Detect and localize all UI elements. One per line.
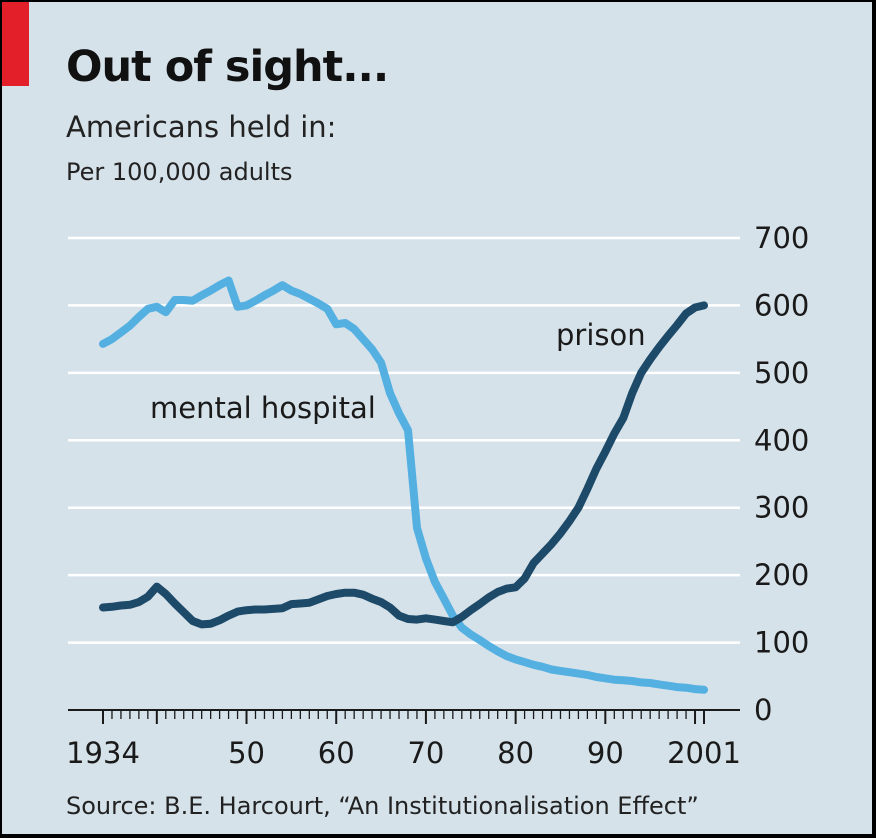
x-tick-label: 60 — [318, 736, 355, 770]
chart-unit-label: Per 100,000 adults — [66, 158, 293, 186]
chart-title: Out of sight... — [66, 42, 389, 92]
x-tick-label: 1934 — [66, 736, 140, 770]
x-tick-label: 2001 — [667, 736, 741, 770]
series-lines — [99, 276, 708, 694]
series-label-mental-hospital: mental hospital — [150, 391, 376, 425]
gridlines — [68, 236, 740, 644]
y-tick-label: 200 — [754, 558, 809, 592]
y-tick-label: 100 — [754, 626, 809, 660]
x-tick-label: 80 — [497, 736, 534, 770]
x-tick-label: 70 — [407, 736, 444, 770]
y-tick-label: 0 — [754, 693, 772, 727]
y-tick-label: 300 — [754, 491, 809, 525]
chart-subtitle: Americans held in: — [66, 110, 337, 144]
y-tick-label: 700 — [754, 221, 809, 255]
series-line-mental-hospital — [99, 276, 708, 694]
series-line-prison — [99, 301, 708, 629]
x-tick-label: 50 — [228, 736, 265, 770]
y-tick-label: 500 — [754, 356, 809, 390]
y-tick-label: 400 — [754, 423, 809, 457]
x-tick-label: 90 — [587, 736, 624, 770]
y-axis: 0 100 200 300 400 500 600 700 — [754, 221, 809, 727]
source-note: Source: B.E. Harcourt, “An Institutional… — [66, 792, 699, 820]
red-accent-tag — [2, 2, 29, 86]
x-axis: 1934 50 60 70 80 90 2001 — [66, 709, 741, 770]
y-tick-label: 600 — [754, 288, 809, 322]
series-label-prison: prison — [556, 318, 646, 352]
